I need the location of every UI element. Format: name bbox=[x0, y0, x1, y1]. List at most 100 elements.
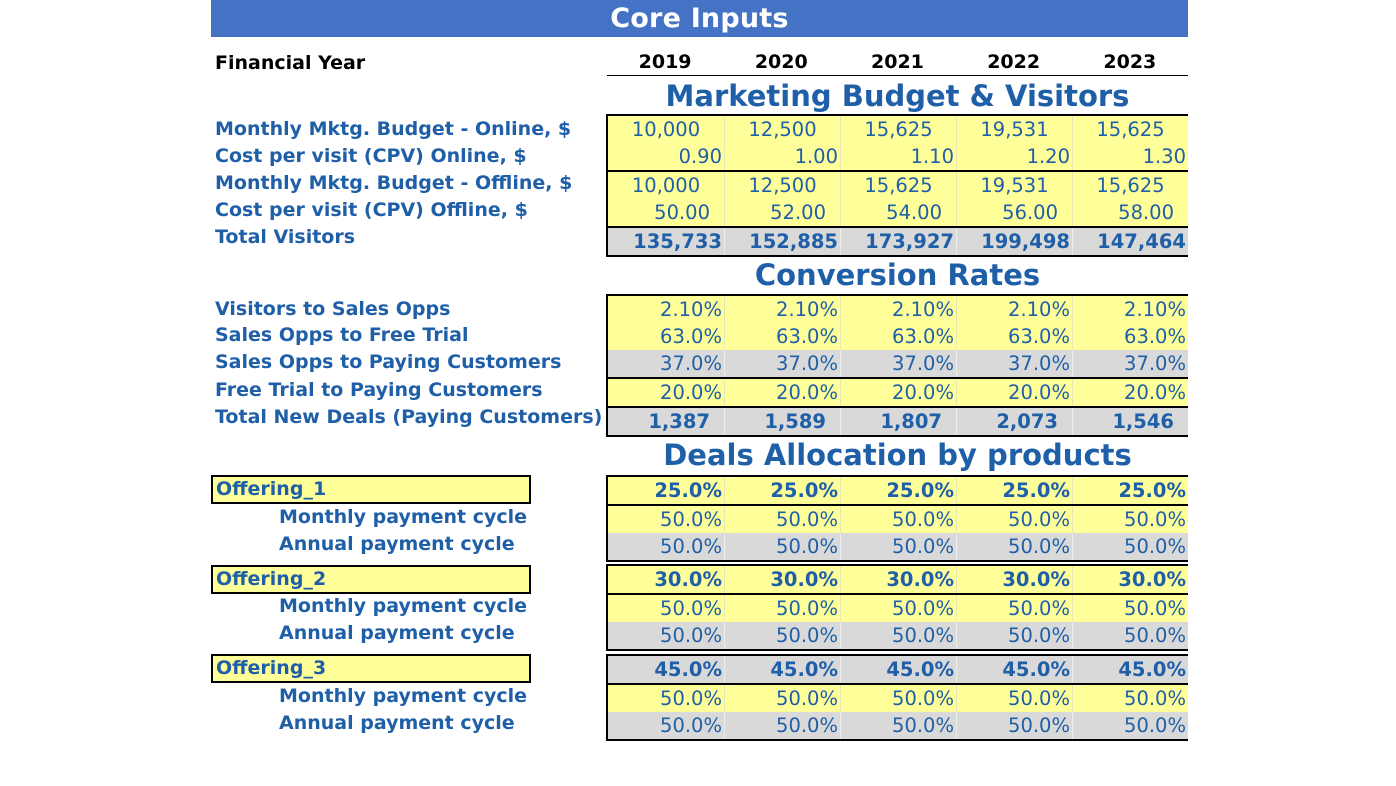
table-row: 50.0% 50.0% 50.0% 50.0% 50.0% bbox=[608, 683, 1188, 712]
calc-cell: 1,387 bbox=[648, 410, 710, 433]
input-cell[interactable]: 15,625 bbox=[1072, 116, 1188, 143]
input-cell[interactable]: 15,625 bbox=[840, 172, 956, 199]
input-cell[interactable]: 50.0% bbox=[660, 508, 722, 531]
input-cell[interactable]: 50.0% bbox=[660, 597, 722, 620]
calc-cell: 50.0% bbox=[956, 622, 1072, 649]
input-cell[interactable]: 19,531 bbox=[956, 172, 1072, 199]
input-cell[interactable]: 50.0% bbox=[660, 687, 722, 710]
year-header: 2022 bbox=[987, 51, 1041, 73]
input-cell[interactable]: 50.0% bbox=[724, 685, 840, 712]
input-cell[interactable]: 50.0% bbox=[840, 506, 956, 533]
input-cell[interactable]: 50.0% bbox=[724, 595, 840, 622]
input-cell[interactable]: 25.0% bbox=[840, 477, 956, 504]
input-cell[interactable]: 50.0% bbox=[840, 595, 956, 622]
offering-1-label[interactable]: Offering_1 bbox=[211, 475, 531, 504]
input-cell[interactable]: 10,000 bbox=[631, 174, 701, 197]
input-cell[interactable]: 1.00 bbox=[724, 143, 840, 170]
year-header: 2021 bbox=[871, 51, 924, 73]
input-cell[interactable]: 63.0% bbox=[724, 323, 840, 350]
input-cell[interactable]: 2.10% bbox=[724, 296, 840, 323]
calc-cell: 37.0% bbox=[660, 352, 722, 375]
table-row: 50.0% 50.0% 50.0% 50.0% 50.0% bbox=[608, 533, 1188, 560]
calc-cell: 50.0% bbox=[1072, 533, 1188, 560]
input-cell[interactable]: 20.0% bbox=[660, 381, 722, 404]
calc-cell: 37.0% bbox=[1072, 350, 1188, 377]
input-cell[interactable]: 30.0% bbox=[1072, 566, 1188, 593]
input-cell[interactable]: 25.0% bbox=[956, 477, 1072, 504]
input-cell[interactable]: 56.00 bbox=[956, 199, 1072, 226]
input-cell[interactable]: 50.0% bbox=[956, 685, 1072, 712]
offering-3-label[interactable]: Offering_3 bbox=[211, 654, 531, 683]
row-label-opps-to-paying: Sales Opps to Paying Customers bbox=[215, 351, 562, 373]
input-cell[interactable]: 50.0% bbox=[956, 595, 1072, 622]
input-cell[interactable]: 25.0% bbox=[1072, 477, 1188, 504]
input-cell[interactable]: 63.0% bbox=[660, 325, 722, 348]
input-cell[interactable]: 50.0% bbox=[956, 506, 1072, 533]
row-label-total-visitors: Total Visitors bbox=[215, 226, 356, 248]
input-cell[interactable]: 20.0% bbox=[840, 379, 956, 406]
calc-cell: 50.0% bbox=[724, 712, 840, 739]
input-cell[interactable]: 25.0% bbox=[654, 479, 722, 502]
offering-2-label[interactable]: Offering_2 bbox=[211, 565, 531, 594]
input-cell[interactable]: 1.30 bbox=[1072, 143, 1188, 170]
calc-cell: 37.0% bbox=[840, 350, 956, 377]
input-cell[interactable]: 19,531 bbox=[956, 116, 1072, 143]
row-label-online-budget: Monthly Mktg. Budget - Online, $ bbox=[215, 118, 572, 140]
calc-cell: 37.0% bbox=[724, 350, 840, 377]
row-label-offline-cpv: Cost per visit (CPV) Offline, $ bbox=[215, 199, 528, 221]
input-cell[interactable]: 30.0% bbox=[840, 566, 956, 593]
input-cell[interactable]: 0.90 bbox=[678, 145, 722, 168]
section-title-allocation: Deals Allocation by products bbox=[663, 438, 1132, 472]
input-cell[interactable]: 1.20 bbox=[956, 143, 1072, 170]
table-row: 50.0% 50.0% 50.0% 50.0% 50.0% bbox=[608, 622, 1188, 649]
input-cell[interactable]: 2.10% bbox=[1072, 296, 1188, 323]
input-cell[interactable]: 2.10% bbox=[956, 296, 1072, 323]
calc-cell: 50.0% bbox=[840, 622, 956, 649]
calc-cell: 50.0% bbox=[840, 712, 956, 739]
calc-cell: 173,927 bbox=[840, 228, 956, 255]
input-cell[interactable]: 10,000 bbox=[631, 118, 701, 141]
input-cell[interactable]: 63.0% bbox=[956, 323, 1072, 350]
calc-cell: 1,546 bbox=[1072, 408, 1188, 435]
input-cell[interactable]: 30.0% bbox=[654, 568, 722, 591]
calc-cell: 2,073 bbox=[956, 408, 1072, 435]
row-label-visitors-to-opps: Visitors to Sales Opps bbox=[215, 298, 451, 320]
input-cell[interactable]: 50.0% bbox=[1072, 595, 1188, 622]
input-cell[interactable]: 52.00 bbox=[724, 199, 840, 226]
input-cell[interactable]: 50.0% bbox=[840, 685, 956, 712]
input-cell[interactable]: 20.0% bbox=[1072, 379, 1188, 406]
input-cell[interactable]: 54.00 bbox=[840, 199, 956, 226]
row-label-total-new-deals: Total New Deals (Paying Customers) bbox=[215, 406, 603, 428]
input-cell[interactable]: 20.0% bbox=[724, 379, 840, 406]
calc-cell: 147,464 bbox=[1072, 228, 1188, 255]
year-header: 2020 bbox=[754, 51, 808, 73]
input-cell[interactable]: 2.10% bbox=[840, 296, 956, 323]
table-row: 50.0% 50.0% 50.0% 50.0% 50.0% bbox=[608, 504, 1188, 533]
input-cell[interactable]: 30.0% bbox=[724, 566, 840, 593]
input-cell[interactable]: 50.00 bbox=[654, 201, 710, 224]
table-row: 135,733 152,885 173,927 199,498 147,464 bbox=[608, 226, 1188, 255]
sheet-title: Core Inputs bbox=[211, 0, 1188, 37]
input-cell[interactable]: 12,500 bbox=[724, 172, 840, 199]
input-cell[interactable]: 63.0% bbox=[1072, 323, 1188, 350]
table-row: 50.0% 50.0% 50.0% 50.0% 50.0% bbox=[608, 712, 1188, 739]
calc-cell: 45.0% bbox=[654, 658, 722, 681]
conversion-table: 2.10% 2.10% 2.10% 2.10% 2.10% 63.0% 63.0… bbox=[606, 294, 1188, 437]
calc-cell: 50.0% bbox=[956, 712, 1072, 739]
input-cell[interactable]: 1.10 bbox=[840, 143, 956, 170]
input-cell[interactable]: 50.0% bbox=[1072, 685, 1188, 712]
table-row: 63.0% 63.0% 63.0% 63.0% 63.0% bbox=[608, 323, 1188, 350]
row-label-opps-to-trial: Sales Opps to Free Trial bbox=[215, 324, 469, 346]
input-cell[interactable]: 15,625 bbox=[1072, 172, 1188, 199]
row-label-annual-cycle: Annual payment cycle bbox=[279, 622, 515, 644]
input-cell[interactable]: 63.0% bbox=[840, 323, 956, 350]
input-cell[interactable]: 50.0% bbox=[724, 506, 840, 533]
input-cell[interactable]: 2.10% bbox=[660, 298, 722, 321]
input-cell[interactable]: 20.0% bbox=[956, 379, 1072, 406]
input-cell[interactable]: 58.00 bbox=[1072, 199, 1188, 226]
input-cell[interactable]: 30.0% bbox=[956, 566, 1072, 593]
input-cell[interactable]: 12,500 bbox=[724, 116, 840, 143]
input-cell[interactable]: 50.0% bbox=[1072, 506, 1188, 533]
input-cell[interactable]: 25.0% bbox=[724, 477, 840, 504]
input-cell[interactable]: 15,625 bbox=[840, 116, 956, 143]
